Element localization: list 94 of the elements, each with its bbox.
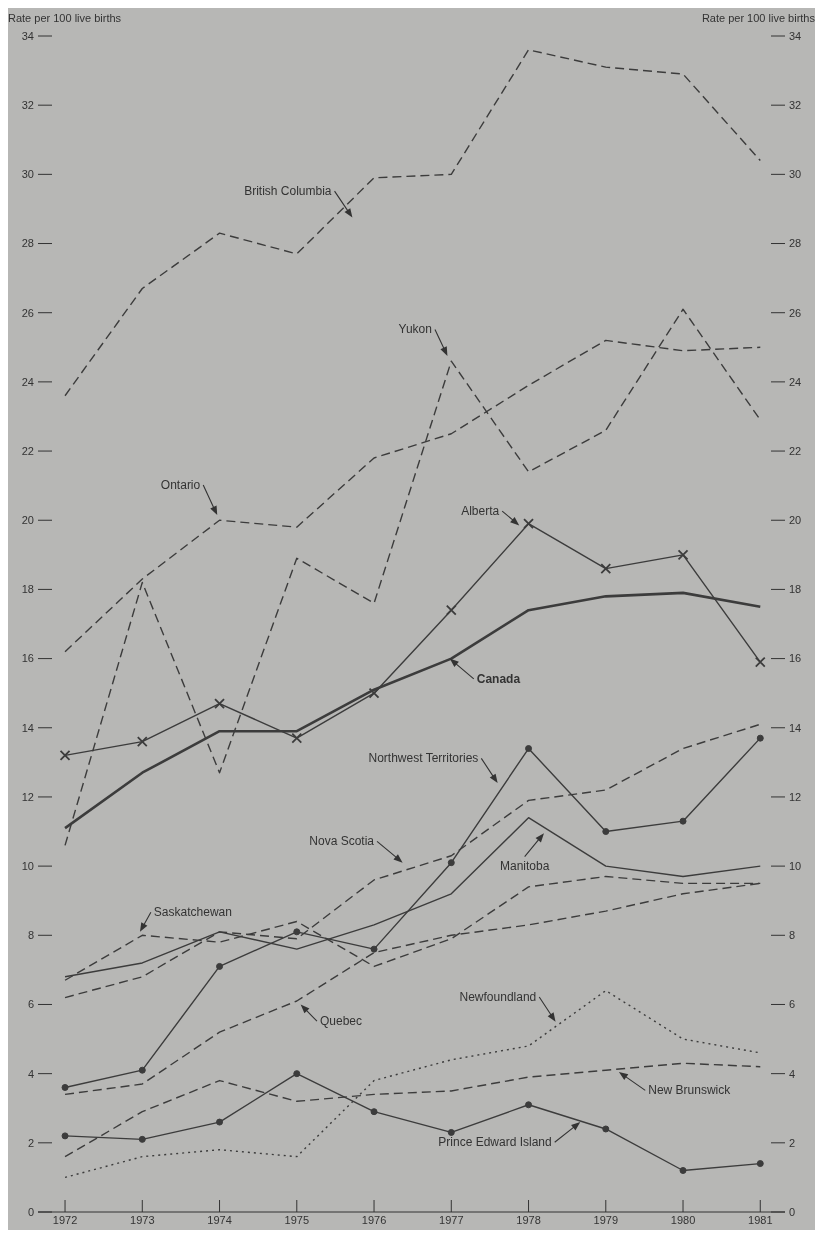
point <box>138 1135 146 1143</box>
point <box>677 549 689 561</box>
point <box>370 945 378 953</box>
y-tick-label: 0 <box>27 1205 34 1218</box>
point <box>445 604 457 616</box>
point <box>138 1066 146 1074</box>
y-tick-label: 34 <box>21 29 34 42</box>
text: Canada <box>476 671 521 686</box>
point <box>368 687 380 699</box>
y-tick-label: 4 <box>27 1067 34 1080</box>
x-tick-label: 1981 <box>748 1213 773 1226</box>
y2-tick-label: 12 <box>789 790 802 803</box>
y2-axis-title: Rate per 100 live births <box>701 12 816 24</box>
y-tick-label: 12 <box>21 790 34 803</box>
point <box>293 1070 301 1078</box>
text: Yukon <box>398 322 432 337</box>
text: Ontario <box>160 478 201 493</box>
y-tick-label: 6 <box>27 998 34 1011</box>
y2-tick-label: 26 <box>789 306 802 319</box>
point <box>602 828 610 836</box>
point <box>59 750 71 761</box>
line-series <box>64 989 761 1179</box>
x-tick-label: 1972 <box>52 1213 78 1226</box>
y2-tick-label: 28 <box>789 237 802 250</box>
point <box>370 1108 378 1116</box>
y2-tick-label: 6 <box>789 998 796 1011</box>
y-tick-label: 16 <box>21 652 34 665</box>
text: Northwest Territories <box>368 751 479 766</box>
x-tick-label: 1974 <box>207 1213 232 1226</box>
y2-tick-label: 22 <box>789 444 802 457</box>
y-tick-label: 22 <box>21 444 34 457</box>
y-tick-label: 24 <box>21 375 34 388</box>
y2-tick-label: 32 <box>789 99 802 112</box>
point <box>756 1160 764 1168</box>
point <box>136 736 148 747</box>
x-tick-label: 1973 <box>130 1213 155 1226</box>
text: Nova Scotia <box>309 834 375 849</box>
y-tick-label: 2 <box>27 1136 34 1149</box>
x-tick-label: 1979 <box>593 1213 619 1226</box>
y2-tick-label: 30 <box>789 168 802 181</box>
point <box>600 563 612 575</box>
point <box>61 1132 69 1140</box>
series-label: British Columbia <box>244 184 332 199</box>
y2-tick-label: 14 <box>789 721 802 734</box>
legend-label: Quebec <box>319 1014 362 1029</box>
point <box>602 1125 610 1133</box>
y-tick-label: 30 <box>21 168 34 181</box>
y-axis-title: Rate per 100 live births <box>8 12 122 24</box>
text: Newfoundland <box>459 990 537 1005</box>
y2-tick-label: 20 <box>789 514 802 527</box>
line-series <box>64 49 761 397</box>
series-label: New Brunswick <box>648 1083 732 1098</box>
y-tick-label: 20 <box>21 514 34 527</box>
y2-tick-label: 4 <box>789 1067 796 1080</box>
point <box>447 1128 455 1136</box>
point <box>679 1166 687 1174</box>
series-label: Prince Edward Island <box>438 1135 552 1150</box>
point <box>525 1101 533 1109</box>
y-tick-label: 18 <box>21 583 34 596</box>
y2-tick-label: 0 <box>789 1205 796 1218</box>
point <box>61 1083 69 1091</box>
y-tick-label: 28 <box>21 237 34 250</box>
point <box>216 962 224 970</box>
point <box>293 928 301 936</box>
y2-tick-label: 34 <box>789 29 802 42</box>
point <box>679 817 687 825</box>
point <box>523 518 534 530</box>
x-tick-label: 1977 <box>439 1213 464 1226</box>
y-tick-label: 14 <box>21 721 34 734</box>
series-label: Saskatchewan <box>153 905 232 920</box>
y2-tick-label: 16 <box>789 652 802 665</box>
line-series <box>64 308 761 847</box>
point <box>447 859 455 867</box>
y2-tick-label: 8 <box>789 929 796 942</box>
point <box>525 745 533 753</box>
point <box>214 698 225 709</box>
y2-tick-label: 18 <box>789 583 802 596</box>
y-tick-label: 10 <box>21 860 34 873</box>
y2-tick-label: 2 <box>789 1136 796 1149</box>
x-tick-label: 1980 <box>670 1213 696 1226</box>
x-tick-label: 1978 <box>516 1213 541 1226</box>
y-tick-label: 26 <box>21 306 34 319</box>
x-tick-label: 1976 <box>361 1213 387 1226</box>
point <box>756 734 764 742</box>
y-tick-label: 32 <box>21 99 34 112</box>
point <box>216 1118 224 1126</box>
point <box>754 656 766 668</box>
y-tick-label: 8 <box>27 929 34 942</box>
y2-tick-label: 10 <box>789 860 802 873</box>
y2-tick-label: 24 <box>789 375 802 388</box>
x-tick-label: 1975 <box>284 1213 310 1226</box>
point <box>291 732 303 744</box>
series-label: Manitoba <box>499 858 550 873</box>
text: Alberta <box>461 504 500 519</box>
